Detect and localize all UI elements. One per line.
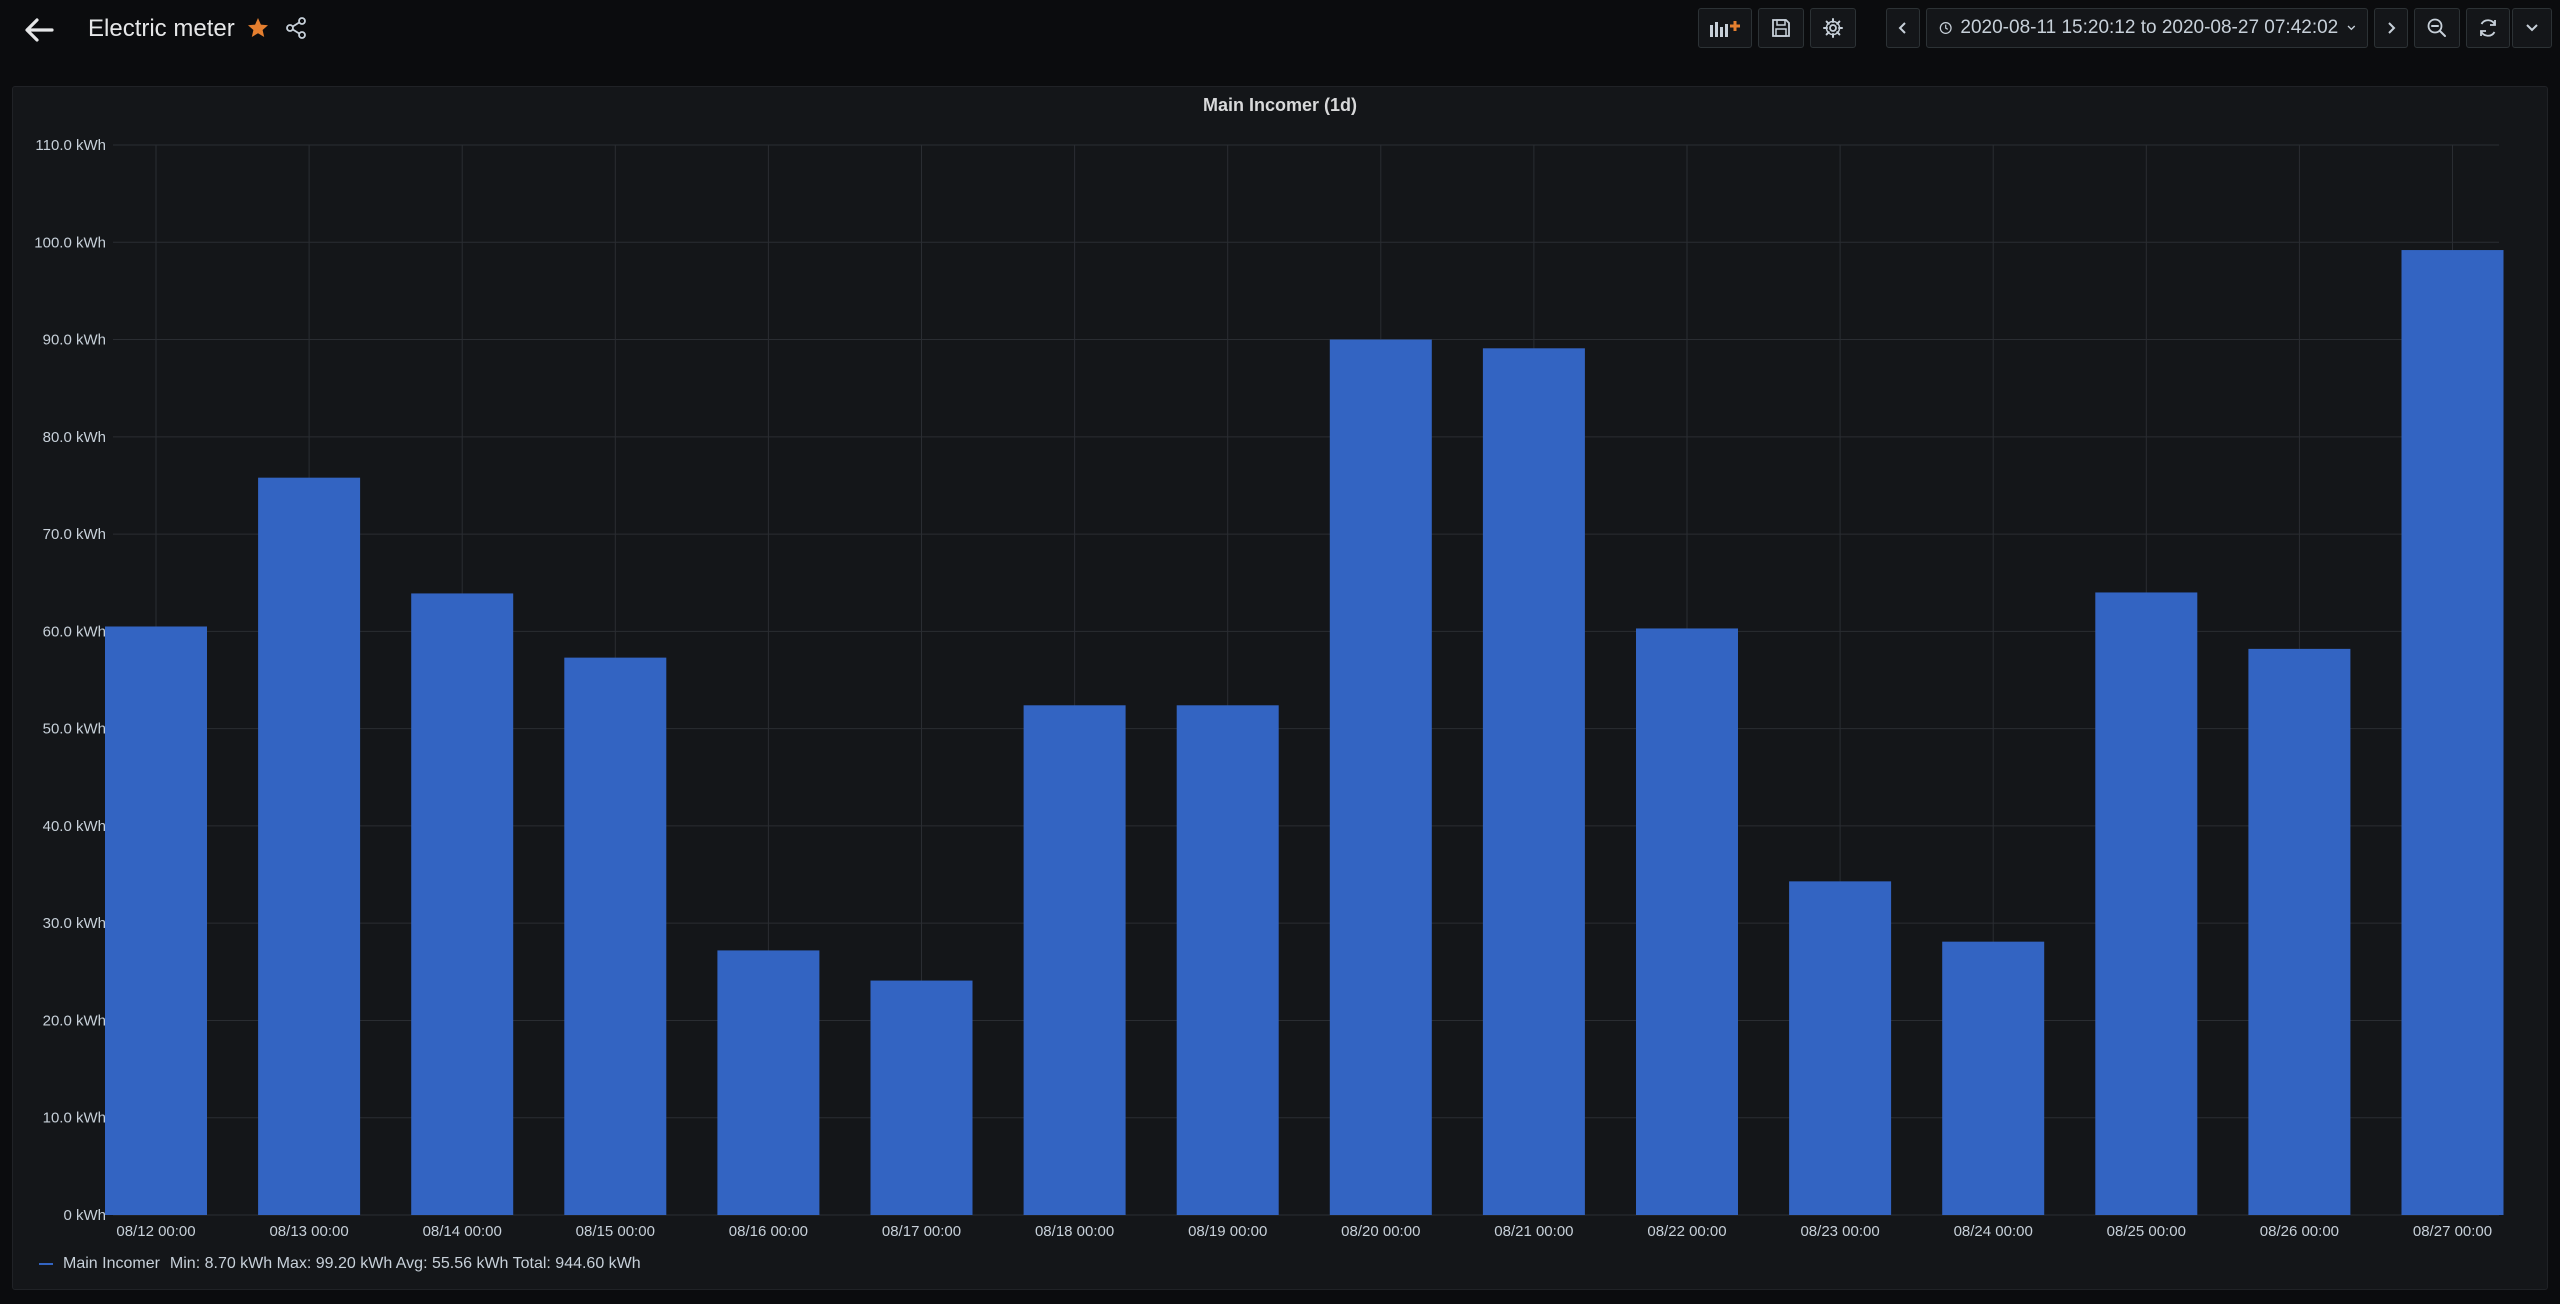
x-tick-label: 08/15 00:00	[576, 1223, 655, 1240]
graph-panel: Main Incomer (1d) 0 kWh 10.0 kWh 20.0 kWh 3…	[12, 86, 2548, 1290]
x-tick-label: 08/24 00:00	[1954, 1223, 2033, 1240]
dashboard-settings-button[interactable]	[1810, 8, 1856, 48]
favorite-button[interactable]	[246, 16, 272, 42]
x-tick-label: 08/23 00:00	[1800, 1223, 1879, 1240]
y-tick-label: 60.0 kWh	[43, 623, 106, 640]
bar[interactable]	[1176, 705, 1279, 1215]
y-tick-label: 50.0 kWh	[43, 721, 106, 738]
clock-icon	[1939, 22, 1952, 34]
y-tick-label: 0 kWh	[63, 1207, 106, 1224]
bar[interactable]	[2401, 250, 2504, 1215]
chevron-right-icon	[2388, 22, 2396, 34]
time-range-picker[interactable]: 2020-08-11 15:20:12 to 2020-08-27 07:42:…	[1926, 8, 2368, 48]
x-tick-label: 08/26 00:00	[2260, 1223, 2339, 1240]
chevron-down-icon	[2347, 25, 2356, 31]
x-tick-label: 08/25 00:00	[2107, 1223, 2186, 1240]
x-tick-label: 08/14 00:00	[423, 1223, 502, 1240]
top-navbar: Electric meter	[0, 0, 2560, 60]
save-dashboard-button[interactable]	[1758, 8, 1804, 48]
dashboard-title[interactable]: Electric meter	[88, 15, 235, 42]
x-tick-label: 08/20 00:00	[1341, 1223, 1420, 1240]
refresh-icon	[2480, 19, 2496, 37]
bar[interactable]	[1789, 881, 1892, 1215]
x-tick-label: 08/22 00:00	[1647, 1223, 1726, 1240]
legend-stats: Min: 8.70 kWh Max: 99.20 kWh Avg: 55.56 …	[169, 1255, 641, 1272]
chevron-left-icon	[1898, 22, 1906, 34]
back-arrow-icon	[25, 18, 54, 42]
star-icon	[248, 18, 268, 37]
x-tick-label: 08/13 00:00	[269, 1223, 348, 1240]
bar[interactable]	[258, 477, 361, 1215]
panel-title[interactable]: Main Incomer (1d)	[1202, 95, 1358, 115]
y-tick-label: 110.0 kWh	[35, 137, 106, 154]
y-tick-label: 40.0 kWh	[43, 818, 106, 835]
back-button[interactable]	[22, 14, 56, 46]
legend-swatch[interactable]	[39, 1263, 53, 1265]
gear-icon	[1823, 18, 1843, 38]
bar[interactable]	[564, 657, 667, 1215]
bar[interactable]	[105, 626, 207, 1216]
bar[interactable]	[870, 980, 973, 1215]
bar[interactable]	[2095, 592, 2198, 1215]
x-tick-label: 08/21 00:00	[1494, 1223, 1573, 1240]
bar[interactable]	[2248, 648, 2351, 1215]
add-panel-icon	[1710, 21, 1740, 37]
y-tick-label: 30.0 kWh	[43, 915, 106, 932]
share-icon	[286, 17, 306, 39]
bar[interactable]	[717, 950, 820, 1215]
x-tick-label: 08/19 00:00	[1188, 1223, 1267, 1240]
y-tick-label: 10.0 kWh	[43, 1110, 106, 1127]
y-tick-label: 90.0 kWh	[43, 332, 106, 349]
time-shift-forward-button[interactable]	[2374, 8, 2408, 48]
refresh-button[interactable]	[2466, 8, 2510, 48]
add-panel-button[interactable]	[1698, 8, 1752, 48]
y-tick-label: 80.0 kWh	[43, 429, 106, 446]
y-tick-label: 20.0 kWh	[43, 1012, 106, 1029]
x-tick-label: 08/17 00:00	[882, 1223, 961, 1240]
bar[interactable]	[1023, 705, 1126, 1215]
x-tick-label: 08/18 00:00	[1035, 1223, 1114, 1240]
bar[interactable]	[411, 593, 514, 1215]
bar-chart: 0 kWh 10.0 kWh 20.0 kWh 30.0 kWh 40.0 kWh 50.…	[34, 137, 2504, 1240]
share-button[interactable]	[284, 16, 310, 42]
bar[interactable]	[1942, 941, 2045, 1215]
bar[interactable]	[1636, 628, 1738, 1215]
bar[interactable]	[1482, 348, 1585, 1215]
bar[interactable]	[1329, 339, 1432, 1215]
zoom-out-icon	[2427, 18, 2446, 37]
save-icon	[1772, 19, 1790, 37]
y-tick-label: 100.0 kWh	[34, 234, 106, 251]
legend-series-name[interactable]: Main Incomer	[63, 1255, 160, 1272]
x-tick-label: 08/12 00:00	[116, 1223, 195, 1240]
time-shift-back-button[interactable]	[1886, 8, 1920, 48]
y-tick-label: 70.0 kWh	[43, 526, 106, 543]
zoom-out-button[interactable]	[2414, 8, 2460, 48]
refresh-interval-dropdown[interactable]	[2512, 8, 2552, 48]
chart-legend: Main Incomer Min: 8.70 kWh Max: 99.20 kW…	[39, 1255, 641, 1273]
x-tick-label: 08/16 00:00	[729, 1223, 808, 1240]
time-range-text: 2020-08-11 15:20:12 to 2020-08-27 07:42:…	[1960, 17, 2339, 38]
chevron-down-icon	[2526, 24, 2538, 32]
x-tick-label: 08/27 00:00	[2413, 1223, 2492, 1240]
